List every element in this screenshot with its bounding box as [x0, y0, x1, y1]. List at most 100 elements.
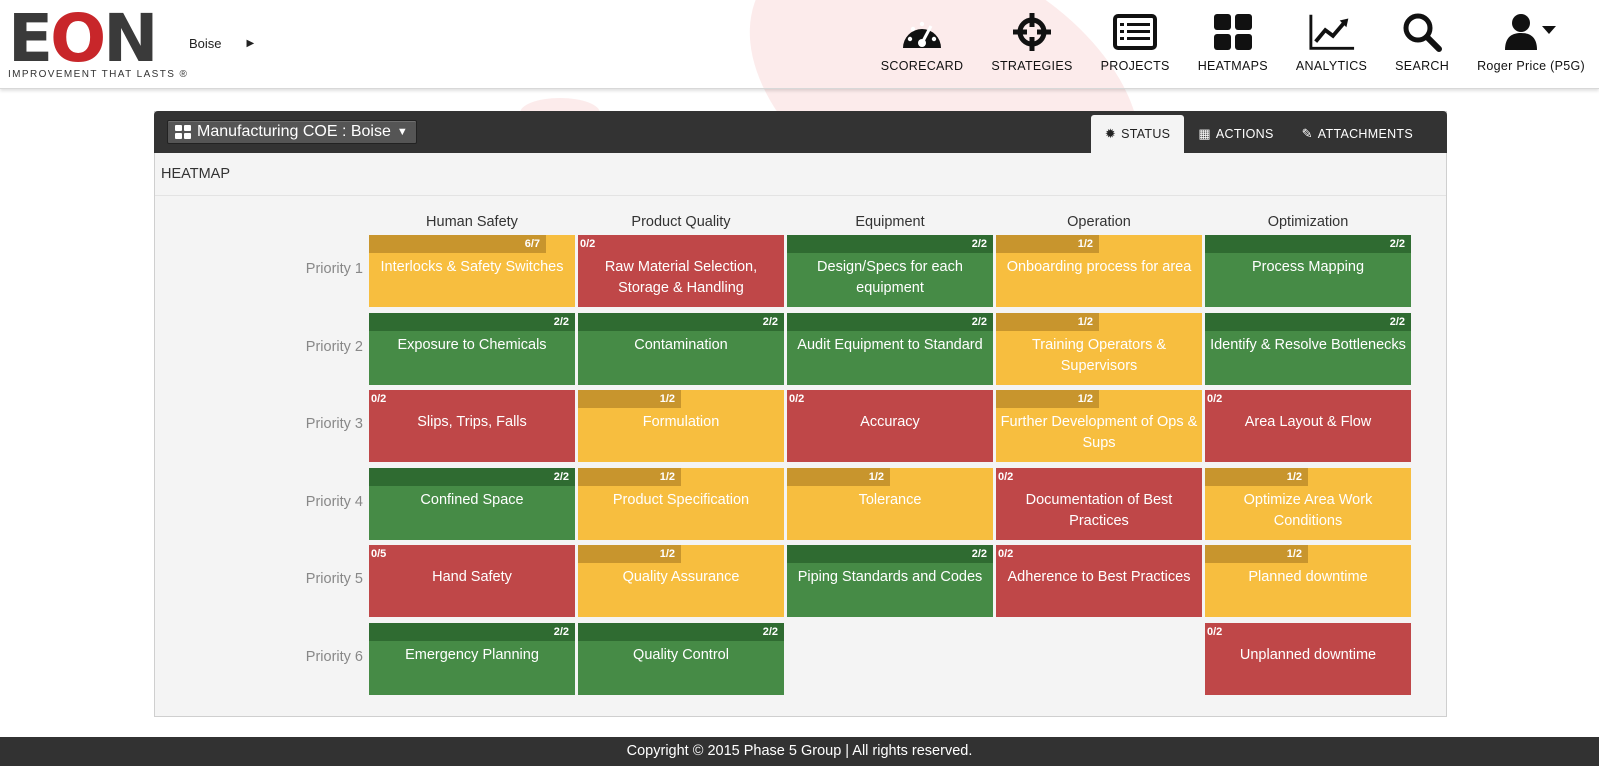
heatmap-cell[interactable]: 2/2 Contamination — [578, 312, 784, 385]
progress-fraction: 2/2 — [762, 626, 778, 638]
progress-fraction: 0/2 — [998, 548, 1014, 561]
heatmap-cell[interactable]: 0/2 Documentation of Best Practices — [996, 467, 1202, 540]
heatmap-cell[interactable]: 2/2 Emergency Planning — [369, 623, 575, 695]
progress-fraction: 1/2 — [1077, 393, 1093, 406]
heatmap-cell[interactable]: 0/2 Raw Material Selection, Storage & Han… — [578, 235, 784, 307]
breadcrumb-location[interactable]: Boise — [189, 36, 222, 51]
panel-tabs: ✹ STATUS ▦ ACTIONS ✎ ATTACHMENTS — [1090, 115, 1427, 153]
nav-user-menu[interactable]: Roger Price (P5G) — [1463, 10, 1599, 80]
nav-analytics[interactable]: ANALYTICS — [1282, 10, 1381, 80]
heatmap-cell[interactable]: 1/2 Quality Assurance — [578, 545, 784, 618]
heatmap-cell[interactable]: 1/2 Training Operators & Supervisors — [996, 312, 1202, 385]
nav-search[interactable]: SEARCH — [1381, 10, 1463, 80]
heatmap-cell[interactable]: 2/2 Quality Control — [578, 623, 784, 695]
progress-bar — [996, 312, 1099, 331]
progress-bar — [369, 312, 575, 331]
heatmap-cell[interactable]: 1/2 Planned downtime — [1205, 545, 1411, 618]
heatmap-cell[interactable]: 2/2 Piping Standards and Codes — [787, 545, 993, 618]
progress-bar — [1205, 467, 1308, 486]
progress-bar — [1205, 545, 1308, 564]
cell-title: Accuracy — [860, 414, 920, 431]
heatmap-cell[interactable]: 2/2 Process Mapping — [1205, 235, 1411, 307]
progress-bar — [1205, 235, 1411, 253]
tab-label: ATTACHMENTS — [1317, 127, 1413, 141]
cell-title: Further Development of Ops & Sups — [1000, 414, 1198, 452]
progress-fraction: 2/2 — [971, 548, 987, 561]
progress-fraction: 1/2 — [1077, 238, 1093, 250]
heatmap-cell[interactable]: 2/2 Design/Specs for each equipment — [787, 235, 993, 307]
nav-projects[interactable]: PROJECTS — [1087, 10, 1184, 80]
progress-bar — [787, 467, 890, 486]
progress-bar — [578, 390, 681, 409]
progress-fraction: 1/2 — [868, 470, 884, 483]
breadcrumb[interactable]: Boise ▶ — [189, 36, 254, 51]
nav-label: Roger Price (P5G) — [1477, 59, 1585, 73]
cell-title: Unplanned downtime — [1239, 647, 1377, 663]
heatmap-cell[interactable]: 1/2 Formulation — [578, 390, 784, 463]
heatmap-cell[interactable]: 0/2 Area Layout & Flow — [1205, 390, 1411, 463]
crosshair-icon — [1008, 10, 1056, 54]
top-header: EON IMPROVEMENT THAT LASTS ® Boise ▶ SCO… — [0, 0, 1599, 89]
cell-title: Slips, Trips, Falls — [417, 414, 527, 431]
progress-bar — [787, 545, 993, 564]
heatmap-cell[interactable]: 0/2 Adherence to Best Practices — [996, 545, 1202, 618]
nav-strategies[interactable]: STRATEGIES — [977, 10, 1086, 80]
heatmap-cell[interactable]: 2/2 Identify & Resolve Bottlenecks — [1205, 312, 1411, 385]
heatmap-cell[interactable]: 1/2 Tolerance — [787, 467, 993, 540]
heatmap-cell[interactable]: 2/2 Exposure to Chemicals — [369, 312, 575, 385]
nav-label: PROJECTS — [1100, 59, 1170, 73]
progress-fraction: 1/2 — [1286, 470, 1302, 483]
nav-label: SEARCH — [1395, 59, 1450, 73]
progress-bar — [369, 235, 546, 253]
cell-title: Contamination — [634, 336, 728, 353]
tab-attachments[interactable]: ✎ ATTACHMENTS — [1288, 115, 1427, 153]
cell-title: Optimize Area Work Conditions — [1243, 491, 1373, 529]
column-header: Optimization — [1267, 214, 1349, 230]
logo-tagline: IMPROVEMENT THAT LASTS ® — [8, 69, 189, 80]
cell-title: Training Operators & Supervisors — [1031, 336, 1167, 374]
line-chart-icon — [1308, 10, 1356, 54]
cell-title: Hand Safety — [432, 569, 512, 586]
cell-title: Quality Assurance — [622, 569, 740, 586]
heatmap-cell[interactable]: 0/5 Hand Safety — [369, 545, 575, 618]
cell-title: Product Specification — [612, 491, 750, 508]
heatmap-cell[interactable]: 2/2 Audit Equipment to Standard — [787, 312, 993, 385]
cell-title: Design/Specs for each equipment — [817, 259, 963, 296]
progress-fraction: 2/2 — [553, 315, 569, 328]
paperclip-icon: ✎ — [1301, 126, 1313, 141]
progress-bar — [787, 312, 993, 331]
heatmap-cell[interactable]: 0/2 Slips, Trips, Falls — [369, 390, 575, 463]
nav-heatmaps[interactable]: HEATMAPS — [1184, 10, 1282, 80]
cell-title: Piping Standards and Codes — [797, 569, 983, 586]
progress-fraction: 2/2 — [553, 626, 569, 638]
footer: Copyright © 2015 Phase 5 Group | All rig… — [0, 737, 1599, 766]
column-header: Product Quality — [631, 214, 731, 230]
cell-title: Identify & Resolve Bottlenecks — [1210, 336, 1406, 353]
tab-label: ACTIONS — [1215, 127, 1274, 141]
cell-title: Adherence to Best Practices — [1007, 569, 1191, 586]
tab-actions[interactable]: ▦ ACTIONS — [1184, 115, 1287, 153]
cell-title: Quality Control — [633, 647, 729, 663]
heatmap-cell[interactable]: 0/2 Unplanned downtime — [1205, 623, 1411, 695]
heatmap-cell[interactable]: 2/2 Confined Space — [369, 467, 575, 540]
heatmap-cell[interactable]: 1/2 Onboarding process for area — [996, 235, 1202, 307]
heatmap-cell[interactable]: 1/2 Product Specification — [578, 467, 784, 540]
eon-logo[interactable]: EON IMPROVEMENT THAT LASTS ® — [8, 6, 187, 81]
column-header: Operation — [1067, 214, 1131, 230]
progress-fraction: 6/7 — [524, 238, 540, 250]
nav-label: STRATEGIES — [991, 59, 1073, 73]
row-label: Priority 5 — [305, 571, 363, 588]
progress-bar — [369, 623, 575, 641]
progress-fraction: 2/2 — [762, 315, 778, 328]
heatmap-cell[interactable]: 1/2 Further Development of Ops & Sups — [996, 390, 1202, 463]
grid-icon — [1209, 10, 1257, 54]
heatmap-cell[interactable]: 6/7 Interlocks & Safety Switches — [369, 235, 575, 307]
nav-label: ANALYTICS — [1295, 59, 1368, 73]
heatmap-cell[interactable]: 0/2 Accuracy — [787, 390, 993, 463]
nav-scorecard[interactable]: SCORECARD — [867, 10, 978, 80]
progress-fraction: 1/2 — [659, 470, 675, 483]
tab-status[interactable]: ✹ STATUS — [1090, 115, 1185, 153]
location-dropdown[interactable]: Manufacturing COE : Boise ▼ — [167, 120, 417, 144]
progress-fraction: 0/2 — [371, 393, 387, 406]
heatmap-cell[interactable]: 1/2 Optimize Area Work Conditions — [1205, 467, 1411, 540]
